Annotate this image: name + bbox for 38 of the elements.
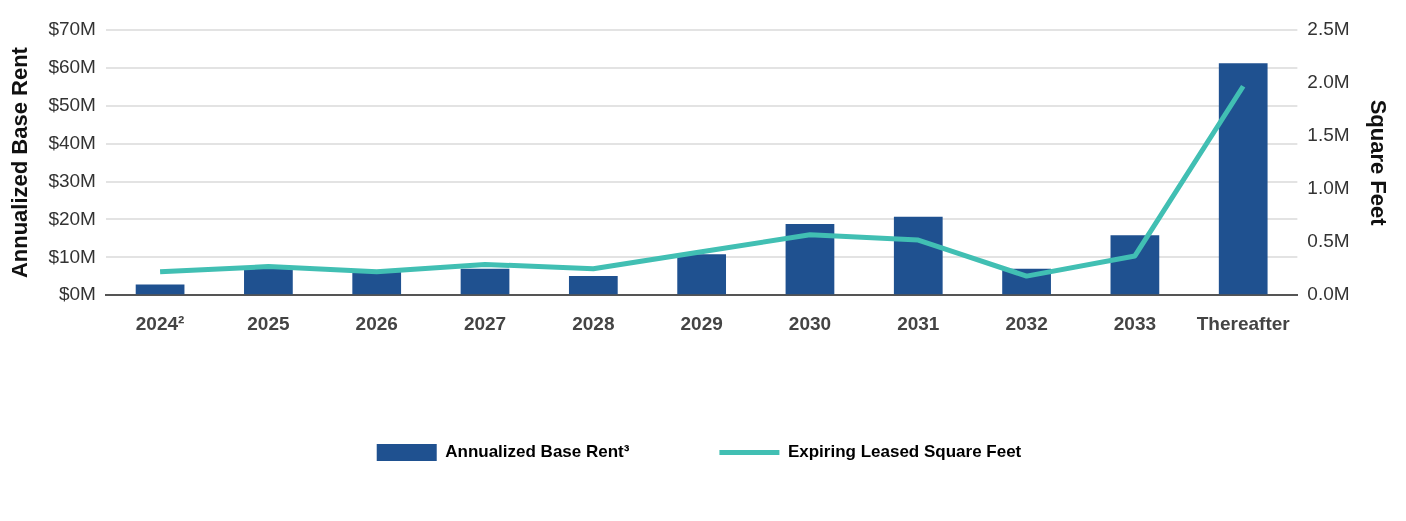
y-tick-label: $50M [48, 94, 96, 116]
x-tick-label: 2025 [247, 312, 290, 334]
y-tick-label: $20M [48, 207, 96, 229]
legend-label: Expiring Leased Square Feet [787, 442, 1022, 462]
x-tick-label: Thereafter [1196, 312, 1291, 334]
x-tick-label: 2030 [788, 312, 832, 334]
x-tick-label: 2032 [1005, 312, 1048, 334]
y-tick-label: $60M [48, 56, 96, 78]
bar [1218, 63, 1268, 295]
bar [135, 284, 185, 295]
x-tick-label: 2026 [355, 312, 398, 334]
y-tick-label: $70M [48, 18, 96, 40]
y-tick-label: $10M [48, 245, 96, 267]
y-axis-title: Annualized Base Rent [7, 46, 33, 279]
bar [568, 275, 618, 295]
legend-label: Annualized Base Rent³ [445, 442, 630, 462]
y2-tick-label: 1.0M [1307, 177, 1350, 199]
x-tick-label: 2031 [897, 312, 940, 334]
y2-tick-label: 0.0M [1307, 283, 1350, 305]
bar [1110, 235, 1160, 295]
y-tick-label: $0M [58, 283, 96, 305]
bar [677, 254, 727, 295]
bar [460, 268, 510, 295]
y-tick-label: $40M [48, 131, 96, 153]
y2-tick-label: 1.5M [1307, 124, 1350, 146]
bar [785, 223, 835, 295]
bar [244, 268, 293, 295]
x-tick-label: 2033 [1113, 312, 1157, 334]
bar [893, 216, 943, 295]
x-tick-label: 2029 [680, 312, 723, 334]
x-tick-label: 2027 [463, 312, 507, 334]
y2-tick-label: 2.0M [1307, 71, 1350, 93]
x-tick-label: 2024² [135, 312, 185, 334]
x-tick-label: 2028 [572, 312, 615, 334]
y-tick-label: $30M [48, 169, 96, 191]
y2-tick-label: 2.5M [1307, 18, 1350, 40]
y2-axis-title: Square Feet [1365, 99, 1391, 227]
y2-tick-label: 0.5M [1307, 230, 1350, 252]
